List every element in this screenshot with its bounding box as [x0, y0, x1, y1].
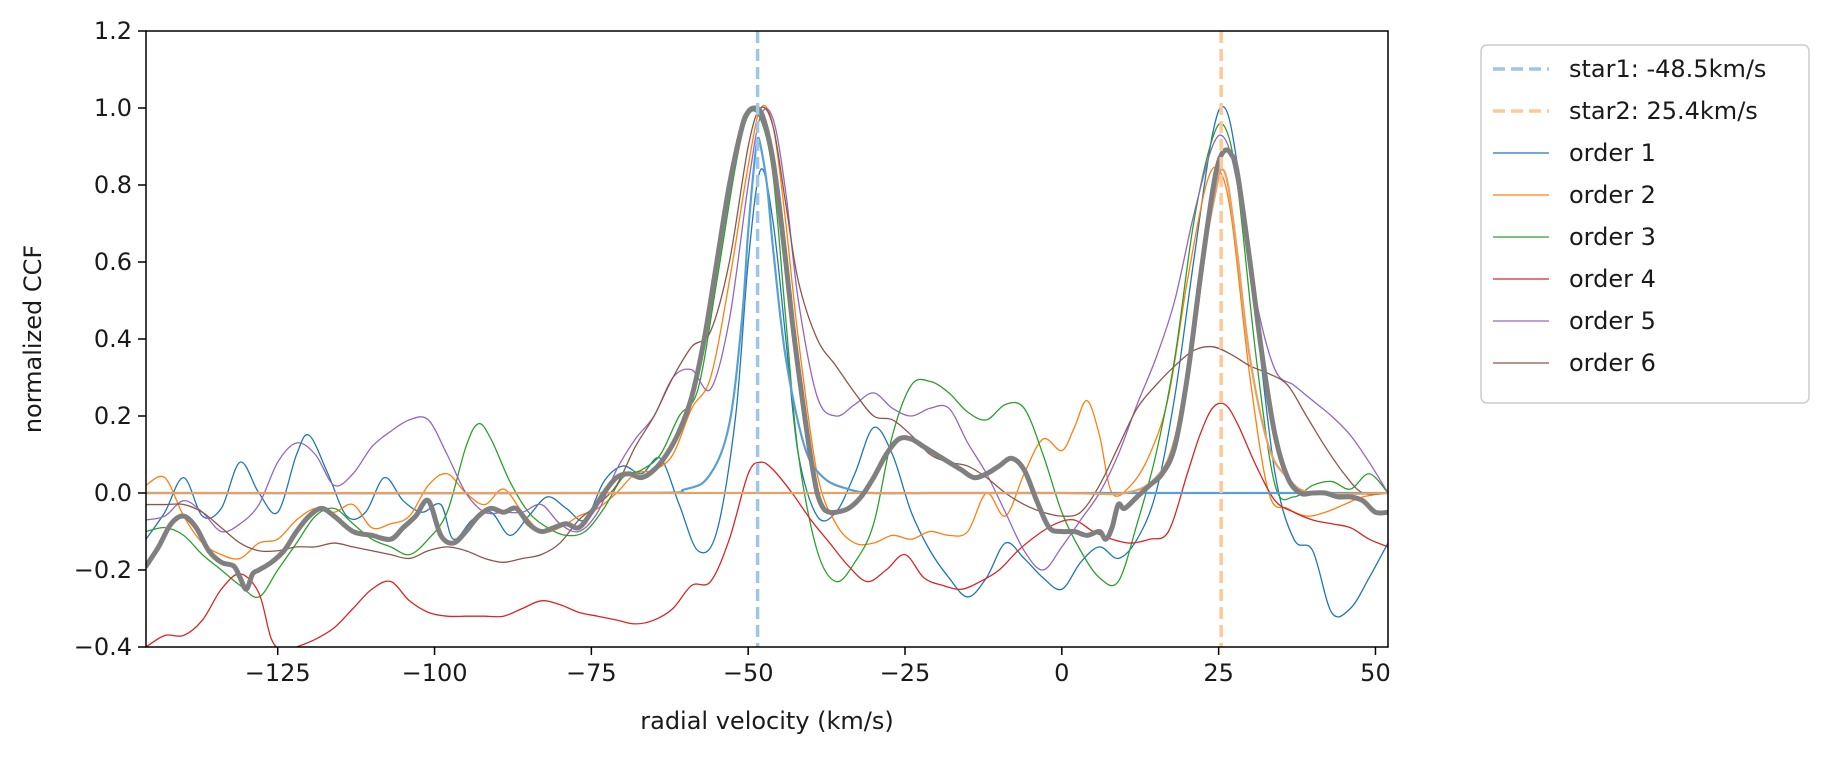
y-tick-label: 1.0 [94, 94, 132, 122]
series-line-order-2 [146, 104, 1388, 560]
series-line-order-3 [146, 110, 1388, 599]
legend-label-star2: star2: 25.4km/s [1569, 97, 1758, 125]
legend-label-order-2: order 2 [1569, 181, 1656, 209]
y-tick-label: −0.4 [74, 633, 132, 661]
series-line-order-5 [146, 108, 1388, 571]
x-axis-label: radial velocity (km/s) [640, 707, 894, 735]
x-tick-label: −25 [880, 659, 931, 687]
series-line-order-6 [146, 106, 1388, 563]
legend-box [1480, 44, 1810, 404]
axis-ticks: −125 −100 −75 −50 −25 0 25 50 −0.4 −0.2 0.0 0.2 0.4 0… [74, 17, 1391, 687]
plot-area [146, 31, 1388, 647]
legend-label-order-1: order 1 [1569, 139, 1656, 167]
y-axis-label: normalized CCF [19, 245, 47, 433]
legend-label-order-5: order 5 [1569, 307, 1656, 335]
legend-label-order-4: order 4 [1569, 265, 1656, 293]
x-tick-label: −125 [245, 659, 311, 687]
y-tick-label: 0.8 [94, 171, 132, 199]
series-line-order-1 [146, 105, 1388, 618]
legend-label-star1: star1: -48.5km/s [1569, 55, 1766, 83]
x-tick-label: 0 [1054, 659, 1069, 687]
legend: star1: -48.5km/s star2: 25.4km/s order 1 or… [1480, 44, 1810, 404]
y-tick-label: −0.2 [74, 556, 132, 584]
x-tick-label: 25 [1203, 659, 1234, 687]
x-tick-label: −50 [723, 659, 774, 687]
series-line-mean-ccf [146, 105, 1388, 592]
x-tick-label: 50 [1360, 659, 1391, 687]
series-line-order-4 [146, 402, 1388, 647]
y-tick-label: 0.6 [94, 248, 132, 276]
y-tick-label: 0.0 [94, 479, 132, 507]
y-tick-label: 0.2 [94, 402, 132, 430]
x-tick-label: −75 [566, 659, 617, 687]
legend-label-order-3: order 3 [1569, 223, 1656, 251]
y-tick-label: 1.2 [94, 17, 132, 45]
y-tick-label: 0.4 [94, 325, 132, 353]
x-tick-label: −100 [402, 659, 468, 687]
legend-label-order-6: order 6 [1569, 349, 1656, 377]
